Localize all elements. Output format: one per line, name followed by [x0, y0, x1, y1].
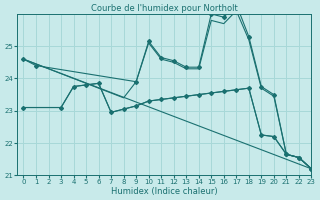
Title: Courbe de l'humidex pour Northolt: Courbe de l'humidex pour Northolt: [91, 4, 238, 13]
X-axis label: Humidex (Indice chaleur): Humidex (Indice chaleur): [111, 187, 218, 196]
